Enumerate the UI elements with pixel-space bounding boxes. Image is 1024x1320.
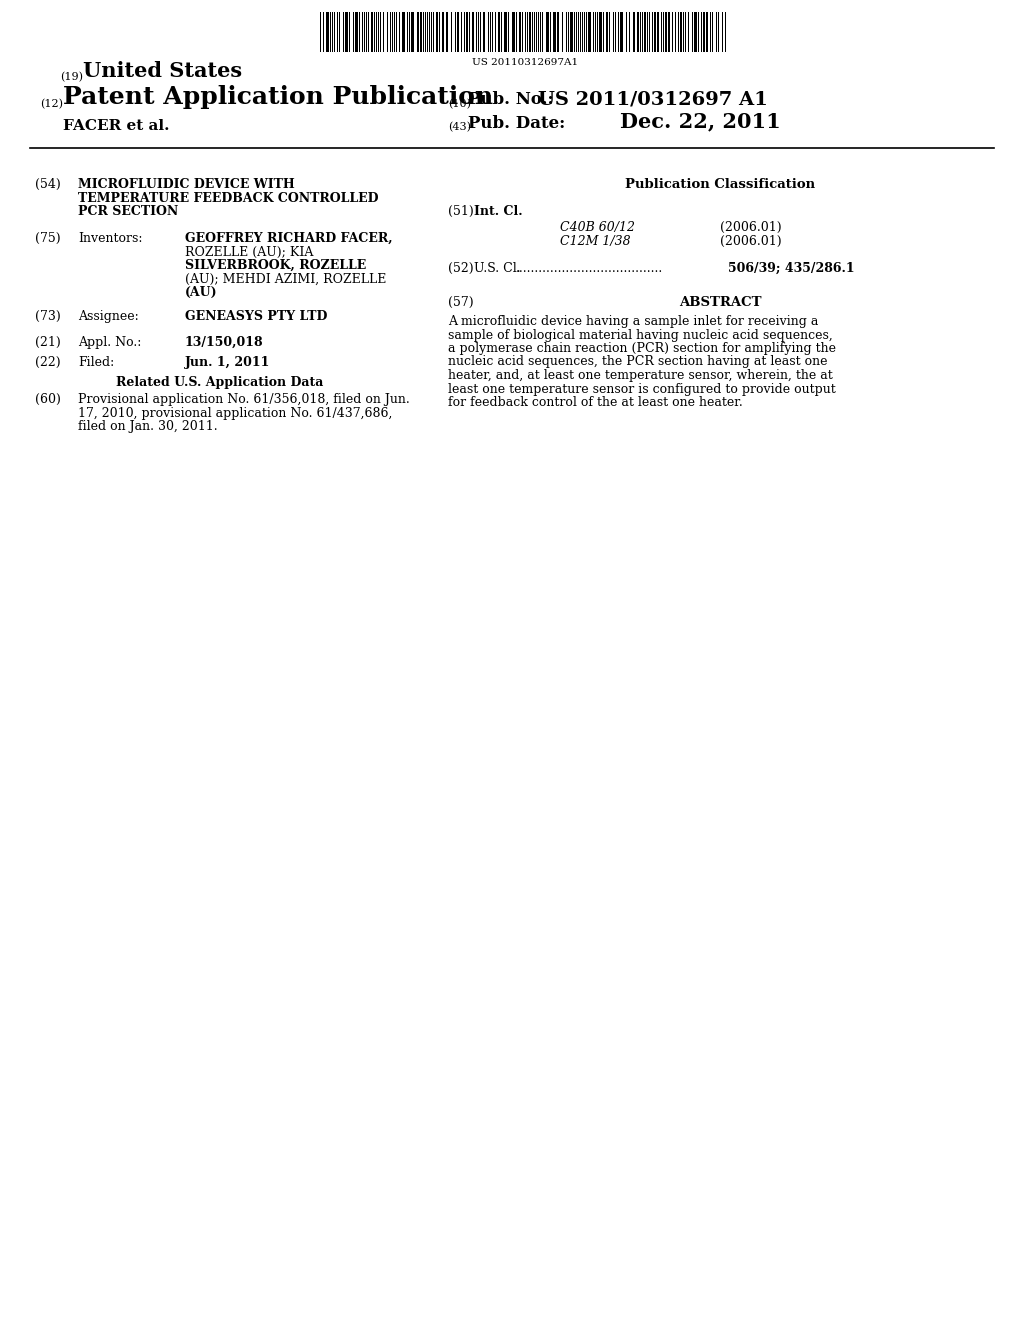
Bar [446,12,449,51]
Bar [345,12,348,51]
Text: (21): (21) [35,337,60,348]
Text: Pub. Date:: Pub. Date: [468,115,565,132]
Text: (10): (10) [449,99,471,110]
Text: Publication Classification: Publication Classification [625,178,815,191]
Bar [504,12,507,51]
Text: Jun. 1, 2011: Jun. 1, 2011 [185,356,270,370]
Bar [457,12,459,51]
Text: (2006.01): (2006.01) [720,235,781,248]
Text: (AU): (AU) [185,286,218,300]
Text: Pub. No.:: Pub. No.: [468,91,554,108]
Bar [644,12,646,51]
Text: filed on Jan. 30, 2011.: filed on Jan. 30, 2011. [78,420,218,433]
Text: Patent Application Publication: Patent Application Publication [63,84,494,110]
Text: (54): (54) [35,178,60,191]
Text: A microfluidic device having a sample inlet for receiving a: A microfluidic device having a sample in… [449,315,818,327]
Text: Assignee:: Assignee: [78,310,138,323]
Bar [519,12,521,51]
Text: Filed:: Filed: [78,356,115,370]
Text: 17, 2010, provisional application No. 61/437,686,: 17, 2010, provisional application No. 61… [78,407,392,420]
Text: for feedback control of the at least one heater.: for feedback control of the at least one… [449,396,742,409]
Bar [599,12,602,51]
Bar [633,12,635,51]
Bar [706,12,708,51]
Bar [654,12,656,51]
Text: (2006.01): (2006.01) [720,220,781,234]
Text: (AU); MEHDI AZIMI, ROZELLE: (AU); MEHDI AZIMI, ROZELLE [185,272,386,285]
Text: ROZELLE (AU); KIA: ROZELLE (AU); KIA [185,246,313,259]
Bar [371,12,373,51]
Text: MICROFLUIDIC DEVICE WITH: MICROFLUIDIC DEVICE WITH [78,178,295,191]
Bar [665,12,667,51]
Bar [512,12,515,51]
Text: (51): (51) [449,205,474,218]
Text: (19): (19) [60,71,83,82]
Text: least one temperature sensor is configured to provide output: least one temperature sensor is configur… [449,383,836,396]
Bar [436,12,438,51]
Text: U.S. Cl.: U.S. Cl. [474,261,520,275]
Text: Appl. No.:: Appl. No.: [78,337,141,348]
Text: a polymerase chain reaction (PCR) section for amplifying the: a polymerase chain reaction (PCR) sectio… [449,342,836,355]
Bar [529,12,531,51]
Text: GEOFFREY RICHARD FACER,: GEOFFREY RICHARD FACER, [185,232,392,246]
Text: 13/150,018: 13/150,018 [185,337,263,348]
Text: FACER et al.: FACER et al. [63,119,170,133]
Text: SILVERBROOK, ROZELLE: SILVERBROOK, ROZELLE [185,259,367,272]
Text: C12M 1/38: C12M 1/38 [560,235,631,248]
Text: sample of biological material having nucleic acid sequences,: sample of biological material having nuc… [449,329,833,342]
Bar [483,12,485,51]
Text: (60): (60) [35,393,60,407]
Text: C40B 60/12: C40B 60/12 [560,220,635,234]
Text: (52): (52) [449,261,474,275]
Bar [417,12,419,51]
Text: US 2011/0312697 A1: US 2011/0312697 A1 [538,90,768,108]
Bar [553,12,556,51]
Text: (43): (43) [449,121,471,132]
Bar [620,12,623,51]
Bar [466,12,468,51]
Text: United States: United States [83,61,242,81]
Bar [680,12,682,51]
Bar [420,12,422,51]
Bar [703,12,705,51]
Bar [637,12,639,51]
Bar [402,12,406,51]
Bar [668,12,670,51]
Text: Int. Cl.: Int. Cl. [474,205,522,218]
Bar [472,12,474,51]
Text: Provisional application No. 61/356,018, filed on Jun.: Provisional application No. 61/356,018, … [78,393,410,407]
Bar [411,12,414,51]
Text: 506/39; 435/286.1: 506/39; 435/286.1 [728,261,855,275]
Text: (57): (57) [449,296,474,309]
Text: (22): (22) [35,356,60,370]
Bar [606,12,608,51]
Text: US 20110312697A1: US 20110312697A1 [472,58,579,67]
Bar [442,12,444,51]
Bar [657,12,659,51]
Text: ......................................: ...................................... [516,261,664,275]
Text: heater, and, at least one temperature sensor, wherein, the at: heater, and, at least one temperature se… [449,370,833,381]
Text: nucleic acid sequences, the PCR section having at least one: nucleic acid sequences, the PCR section … [449,355,827,368]
Bar [326,12,329,51]
Text: ABSTRACT: ABSTRACT [679,296,761,309]
Text: (12): (12) [40,99,63,110]
Bar [355,12,358,51]
Text: TEMPERATURE FEEDBACK CONTROLLED: TEMPERATURE FEEDBACK CONTROLLED [78,191,379,205]
Bar [557,12,559,51]
Text: Inventors:: Inventors: [78,232,142,246]
Text: GENEASYS PTY LTD: GENEASYS PTY LTD [185,310,328,323]
Bar [694,12,697,51]
Text: Dec. 22, 2011: Dec. 22, 2011 [620,111,780,131]
Bar [570,12,573,51]
Text: (75): (75) [35,232,60,246]
Bar [546,12,549,51]
Bar [498,12,500,51]
Bar [588,12,591,51]
Text: (73): (73) [35,310,60,323]
Text: PCR SECTION: PCR SECTION [78,205,178,218]
Text: Related U.S. Application Data: Related U.S. Application Data [117,376,324,389]
